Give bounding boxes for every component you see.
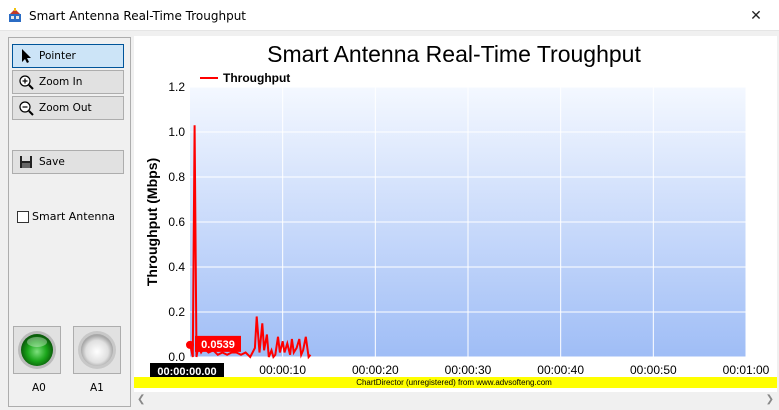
- y-tick-label: 0.0: [168, 350, 185, 364]
- chart-svg[interactable]: Smart Antenna Real-Time Troughput Throug…: [134, 36, 777, 392]
- x-axis-ticks: 00:00:10 00:00:20 00:00:30 00:00:40 00:00:50…: [259, 363, 769, 377]
- y-tick-label: 0.2: [168, 305, 185, 319]
- smart-antenna-label: Smart Antenna: [32, 210, 116, 223]
- scroll-right-icon[interactable]: ❯: [765, 394, 774, 405]
- current-value-box: [195, 335, 241, 352]
- window-title: Smart Antenna Real-Time Troughput: [29, 9, 247, 23]
- grid: [190, 86, 747, 358]
- zoom-in-button[interactable]: Zoom In: [12, 70, 124, 94]
- toolbar-panel: Pointer Zoom In Zoom Out Save Smart Ante…: [8, 37, 131, 407]
- cursor-readout: 00:00:00.00: [150, 363, 224, 378]
- x-tick-label: 00:00:50: [630, 363, 677, 377]
- x-tick-label: 00:00:40: [537, 363, 584, 377]
- cursor-time-label: 00:00:00.00: [157, 366, 216, 378]
- y-tick-label: 1.2: [168, 80, 185, 94]
- y-axis-label: Throughput (Mbps): [144, 158, 160, 286]
- y-tick-label: 0.8: [168, 170, 185, 184]
- cursor-time-box: [150, 363, 224, 378]
- title-bar: Smart Antenna Real-Time Troughput ✕: [0, 0, 779, 31]
- smart-antenna-checkbox-row[interactable]: Smart Antenna: [17, 210, 115, 223]
- y-tick-label: 1.0: [168, 125, 185, 139]
- a1-label: A1: [90, 382, 104, 394]
- zoom-out-label: Zoom Out: [39, 102, 92, 114]
- zoom-out-icon: [19, 101, 34, 116]
- x-tick-label: 00:00:20: [352, 363, 399, 377]
- save-label: Save: [39, 156, 65, 168]
- y-tick-label: 0.4: [168, 260, 185, 274]
- legend: Throughput: [200, 71, 290, 85]
- close-button[interactable]: ✕: [733, 0, 779, 31]
- pointer-icon: [22, 49, 31, 63]
- x-tick-label: 00:01:00: [723, 363, 770, 377]
- pointer-button[interactable]: Pointer: [12, 44, 124, 68]
- app-icon: [9, 8, 21, 22]
- a1-led-button[interactable]: [73, 326, 121, 374]
- x-tick-label: 00:00:10: [259, 363, 306, 377]
- smart-antenna-checkbox[interactable]: [17, 210, 29, 223]
- x-tick-label: 00:00:30: [445, 363, 492, 377]
- y-tick-label: 0.6: [168, 215, 185, 229]
- y-axis-ticks: 0.0 0.2 0.4 0.6 0.8 1.0 1.2: [168, 80, 185, 364]
- chart-title: Smart Antenna Real-Time Troughput: [267, 41, 641, 67]
- scroll-left-icon[interactable]: ❮: [137, 394, 146, 405]
- current-value-marker: [186, 340, 194, 349]
- pointer-label: Pointer: [39, 50, 76, 62]
- a0-led-button[interactable]: [13, 326, 61, 374]
- legend-label-throughput: Throughput: [223, 71, 290, 85]
- chart-footer: ChartDirector (unregistered) from www.ad…: [356, 378, 552, 387]
- zoom-in-icon: [19, 75, 34, 90]
- a0-led-icon: [18, 331, 56, 369]
- current-value-label: 0.0539: [201, 339, 235, 351]
- series-throughput: 0.0539: [186, 125, 312, 360]
- a1-led-icon: [78, 331, 116, 369]
- a0-label: A0: [32, 382, 46, 394]
- horizontal-scrollbar[interactable]: ❮ ❯: [134, 392, 777, 409]
- floppy-disk-icon: [20, 156, 32, 168]
- throughput-chart[interactable]: Smart Antenna Real-Time Troughput Throug…: [134, 36, 777, 392]
- zoom-in-label: Zoom In: [39, 76, 83, 88]
- zoom-out-button[interactable]: Zoom Out: [12, 96, 124, 120]
- close-icon: ✕: [750, 7, 762, 23]
- footer-bar: [134, 377, 777, 388]
- save-button[interactable]: Save: [12, 150, 124, 174]
